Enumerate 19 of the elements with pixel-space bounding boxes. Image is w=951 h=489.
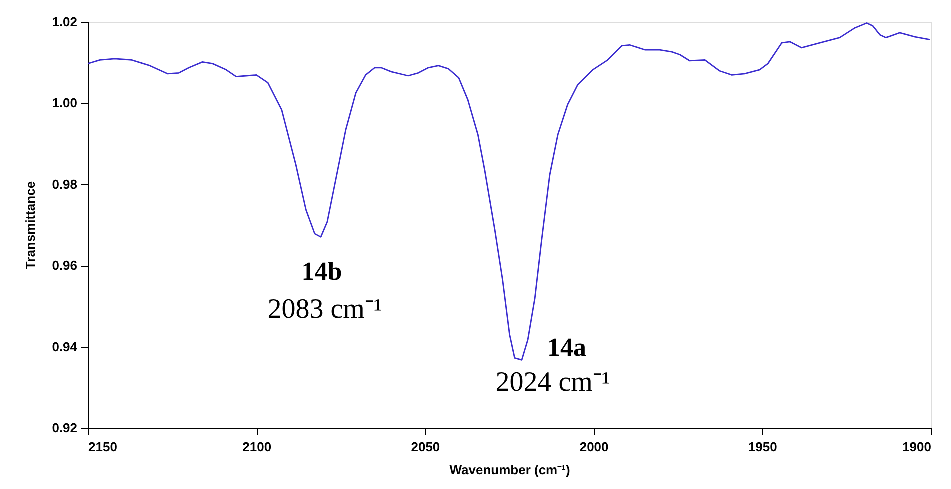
x-tick-label: 1950 <box>748 440 778 454</box>
y-axis-title: Transmittance <box>23 181 38 270</box>
y-tick-label: 1.02 <box>52 14 78 30</box>
annotation: 14a <box>548 333 586 362</box>
x-tick-label: 1900 <box>902 440 932 454</box>
annotation: 14b <box>302 257 342 286</box>
y-tick-label: 0.98 <box>52 176 78 192</box>
y-tick-label: 0.96 <box>52 258 78 274</box>
y-tick-label: 0.92 <box>52 420 78 436</box>
annotation: 2024 cm⁻¹ <box>496 367 610 398</box>
annotation: 2083 cm⁻¹ <box>268 294 382 325</box>
x-tick-label: 2000 <box>580 440 609 454</box>
line-series <box>88 22 931 361</box>
x-axis-title: Wavenumber (cm⁻¹) <box>450 462 570 478</box>
x-tick-label: 2100 <box>242 440 272 454</box>
y-tick-label: 0.94 <box>52 339 78 354</box>
x-tick-label: 2050 <box>411 440 440 454</box>
x-tick-label: 2150 <box>88 440 118 454</box>
y-tick-label: 1.00 <box>52 96 78 111</box>
